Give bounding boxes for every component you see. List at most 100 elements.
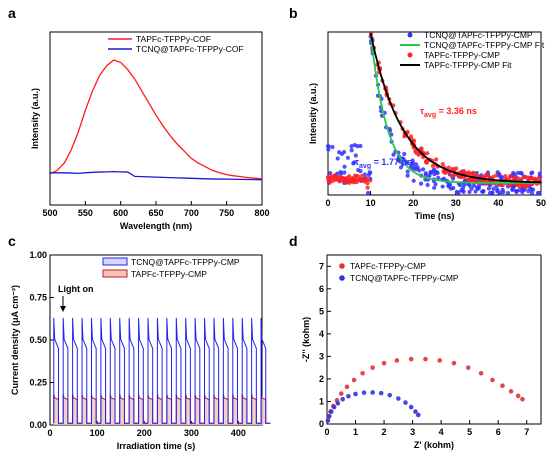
x-axis-title-d: Z' (kohm) (414, 440, 454, 450)
x-axis-title-c: Irradiation time (s) (117, 441, 196, 451)
data-point-b (494, 173, 499, 178)
data-point-d (338, 391, 344, 396)
data-point-b (367, 170, 372, 175)
data-point-b (456, 190, 461, 195)
data-point-b (368, 178, 373, 183)
data-point-b (342, 164, 347, 169)
data-point-b (468, 177, 474, 183)
series-line-a-0 (49, 59, 263, 180)
data-point-b (495, 170, 500, 175)
data-point-b (475, 173, 480, 178)
legend-label-b-2: TAPFc-TFPPy-CMP (424, 50, 500, 60)
data-point-b (391, 152, 396, 157)
data-point-b (423, 173, 429, 178)
data-point-b (427, 173, 432, 179)
data-point-b (365, 185, 370, 190)
data-point-b (520, 187, 526, 192)
data-point-b (469, 171, 475, 177)
y-tick-label-d: 2 (319, 374, 324, 384)
x-tick-label-d: 0 (324, 427, 329, 437)
x-tick-label-d: 3 (410, 427, 415, 437)
data-point-b (500, 183, 505, 188)
series-line-c-0 (53, 317, 271, 424)
data-point-d (508, 389, 514, 394)
data-point-d (490, 377, 495, 383)
legend-label-c-1: TAPFc-TFPPy-CMP (131, 269, 207, 279)
annotation-b-0: τavg = 3.36 ns (420, 106, 477, 119)
data-point-b (497, 190, 503, 196)
data-point-b (358, 143, 363, 149)
x-tick-label-d: 7 (524, 427, 529, 437)
data-point-b (405, 169, 410, 174)
y-tick-label-c: 0.75 (29, 293, 47, 303)
data-point-b (434, 157, 439, 162)
data-point-d (394, 358, 400, 363)
data-point-d (403, 400, 408, 405)
data-point-b (352, 142, 357, 148)
data-point-d (423, 356, 428, 362)
series-area-c-1 (53, 394, 271, 425)
y-axis-title-d: -Z'' (kohm) (301, 317, 311, 362)
data-point-b (529, 171, 534, 176)
panel-letter-d: d (289, 233, 298, 249)
x-axis-title-b: Time (ns) (415, 211, 455, 221)
x-tick-label-c: 400 (231, 428, 246, 438)
x-tick-label-a: 750 (219, 208, 234, 218)
data-point-b (517, 187, 522, 193)
plot-frame-d (326, 254, 542, 425)
scatter-series-b-2 (325, 31, 543, 190)
data-point-b (514, 188, 519, 194)
data-point-b (413, 149, 418, 154)
data-point-b (413, 167, 419, 172)
x-tick-label-a: 600 (113, 208, 128, 218)
y-tick-label-c: 0.00 (29, 420, 47, 430)
data-point-b (349, 176, 355, 182)
legend-label-c-0: TCNQ@TAPFc-TFPPy-CMP (131, 257, 240, 267)
data-point-b (486, 186, 491, 191)
data-point-b (459, 188, 464, 193)
data-point-b (480, 189, 485, 194)
legend-label-a-1: TCNQ@TAPFc-TFPPy-COF (136, 44, 244, 54)
legend-label-d-1: TCNQ@TAPFc-TFPPy-CMP (350, 273, 459, 283)
x-tick-label-d: 4 (439, 427, 444, 437)
data-point-d (370, 390, 375, 395)
panel-a: a 500 550 600 650 700 750 800 Wavelength (nm) Int… (8, 5, 270, 231)
data-point-b (440, 184, 445, 189)
data-point-b (330, 179, 335, 184)
annotation-b-1: τavg = 1.77 ns (355, 157, 412, 170)
data-point-b (347, 174, 352, 179)
data-point-b (508, 174, 513, 179)
data-point-d (465, 365, 471, 370)
data-point-b (349, 144, 354, 149)
legend-label-a-0: TAPFc-TFPPy-COF (136, 34, 211, 44)
x-tick-label-b: 10 (366, 198, 376, 208)
data-point-b (325, 175, 331, 180)
data-point-d (346, 393, 351, 399)
data-point-b (448, 186, 454, 191)
data-point-b (416, 152, 421, 157)
scatter-series-d-1 (325, 390, 421, 423)
data-point-d (387, 392, 393, 398)
y-axis-title-b: Intensity (a.u.) (308, 83, 318, 144)
data-point-d (437, 358, 443, 363)
scatter-series-d-0 (326, 356, 525, 420)
data-point-b (345, 155, 351, 160)
data-point-b (365, 181, 370, 186)
x-tick-label-c: 300 (184, 428, 199, 438)
panel-letter-b: b (289, 5, 298, 21)
data-point-b (408, 164, 414, 169)
x-tick-label-b: 30 (451, 198, 461, 208)
data-point-b (535, 190, 541, 196)
x-axis-title-a: Wavelength (nm) (120, 221, 192, 231)
x-tick-label-d: 1 (353, 427, 358, 437)
data-point-b (449, 174, 454, 179)
legend-label-b-1: TCNQ@TAPFc-TFPPy-CMP Fit (424, 40, 545, 50)
data-point-d (451, 360, 457, 366)
data-point-b (340, 176, 345, 181)
data-point-b (512, 175, 517, 180)
data-point-b (432, 185, 437, 190)
data-point-b (333, 177, 338, 182)
panel-letter-a: a (8, 5, 16, 21)
data-point-b (405, 173, 410, 178)
arrow-head (60, 306, 66, 312)
